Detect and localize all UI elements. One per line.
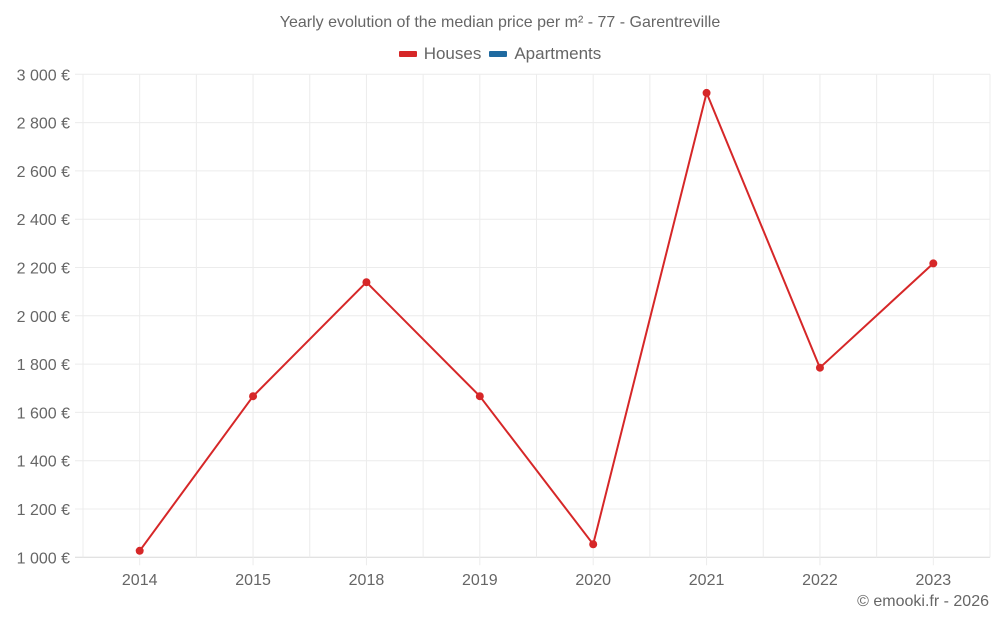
x-tick-label: 2015	[235, 572, 271, 589]
data-point[interactable]	[249, 392, 258, 401]
y-tick-label: 3 000 €	[17, 67, 70, 84]
legend-swatch-apartments	[489, 51, 508, 57]
y-tick-label: 2 000 €	[17, 309, 70, 326]
chart-title: Yearly evolution of the median price per…	[279, 14, 721, 31]
legend-label-houses: Houses	[423, 44, 482, 63]
y-tick-label: 2 600 €	[17, 164, 70, 181]
legend-swatch-houses	[398, 51, 417, 57]
legend-item-houses[interactable]: Houses	[398, 44, 482, 64]
y-tick-label: 1 200 €	[17, 502, 70, 519]
series-line	[138, 91, 934, 552]
x-tick-label: 2014	[122, 572, 158, 589]
data-point[interactable]	[362, 278, 371, 287]
y-tick-label: 1 600 €	[17, 405, 70, 422]
legend-label-apartments: Apartments	[514, 44, 602, 63]
legend: Houses Apartments	[0, 44, 1000, 64]
x-tick-label: 2021	[689, 572, 725, 589]
series-houses	[135, 88, 938, 555]
legend-item-apartments[interactable]: Apartments	[489, 44, 601, 64]
y-tick-label: 1 000 €	[17, 550, 70, 567]
y-tick-label: 1 800 €	[17, 357, 70, 374]
data-point[interactable]	[135, 546, 144, 555]
data-point[interactable]	[589, 540, 598, 549]
x-tick-label: 2019	[462, 572, 498, 589]
x-tick-label: 2020	[575, 572, 611, 589]
y-tick-label: 1 400 €	[17, 454, 70, 471]
data-point[interactable]	[702, 88, 711, 97]
x-axis: 2014 2015 2018 2019 2020 2021 2022 2023	[122, 572, 951, 589]
y-tick-label: 2 200 €	[17, 261, 70, 278]
data-point[interactable]	[475, 392, 484, 401]
x-tick-label: 2018	[349, 572, 385, 589]
y-axis: 1 000 € 1 200 € 1 400 € 1 600 € 1 800 € 2 000…	[17, 67, 70, 567]
copyright-credit: © emooki.fr - 2026	[857, 593, 989, 610]
x-tick-label: 2022	[802, 572, 838, 589]
data-point[interactable]	[929, 259, 938, 268]
y-tick-label: 2 400 €	[17, 212, 70, 229]
x-tick-label: 2023	[916, 572, 952, 589]
data-point[interactable]	[815, 363, 824, 372]
gridlines	[75, 73, 991, 566]
y-tick-label: 2 800 €	[17, 116, 70, 133]
